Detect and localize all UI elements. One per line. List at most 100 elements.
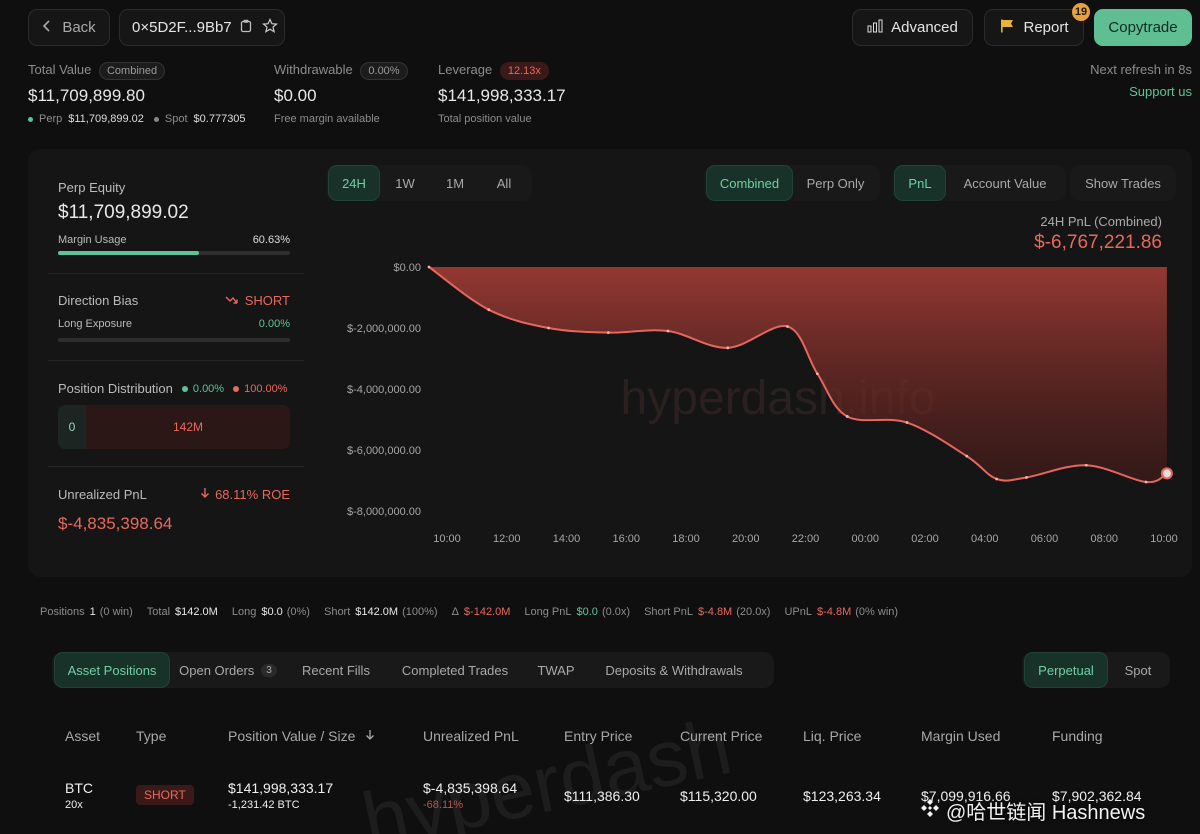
stat-long-pct: (0%) (286, 606, 310, 618)
stat-long-pnl-value: $0.0 (576, 606, 598, 618)
pnl-point (547, 326, 550, 330)
x-tick-label: 00:00 (851, 533, 879, 545)
x-tick-label: 06:00 (1031, 533, 1059, 545)
col-current-price[interactable]: Current Price (680, 728, 763, 744)
leverage-sub: Total position value (438, 113, 532, 125)
advanced-label: Advanced (891, 19, 958, 36)
y-tick-label: $-4,000,000.00 (347, 384, 421, 396)
diamond-logo-icon (920, 798, 940, 824)
tab-twap[interactable]: TWAP (537, 662, 575, 678)
col-funding[interactable]: Funding (1052, 728, 1103, 744)
total-value-label: Total Value (28, 62, 92, 77)
col-liq-price[interactable]: Liq. Price (803, 728, 862, 744)
long-dot-icon (181, 385, 188, 392)
pnl-point (786, 325, 789, 328)
open-orders-count-badge: 3 (261, 663, 277, 677)
metric-pnl[interactable]: PnL (894, 165, 946, 201)
x-tick-label: 02:00 (911, 533, 939, 545)
distribution-long-segment: 0 (58, 405, 86, 449)
col-entry-price[interactable]: Entry Price (564, 728, 633, 744)
stat-upnl-win: (0% win) (855, 606, 899, 618)
report-count-badge: 19 (1072, 3, 1090, 21)
pnl-point (1084, 463, 1088, 467)
pnl-point (427, 265, 431, 269)
row-type-badge: SHORT (136, 785, 194, 805)
x-tick-label: 16:00 (612, 533, 640, 545)
unrealized-pnl-value: $-4,835,398.64 (58, 514, 173, 533)
perp-spot-breakdown: Perp $11,709,899.02 Spot $0.777305 (28, 113, 246, 125)
report-button[interactable]: Report (984, 9, 1084, 46)
tab-recent-fills[interactable]: Recent Fills (302, 662, 370, 678)
withdrawable-pct: 0.00% (360, 62, 408, 80)
col-type[interactable]: Type (136, 728, 167, 744)
back-button[interactable]: Back (28, 9, 110, 46)
range-1w[interactable]: 1W (395, 175, 415, 191)
withdrawable-block: Withdrawable 0.00% (274, 62, 408, 80)
pnl-point (1144, 480, 1148, 484)
mode-perp-only[interactable]: Perp Only (806, 175, 865, 191)
distribution-short-segment: 142M (86, 405, 290, 449)
row-current-price: $115,320.00 (680, 788, 757, 804)
row-position-size: -1,231.42 BTC (228, 799, 300, 811)
market-perpetual[interactable]: Perpetual (1024, 652, 1108, 688)
wallet-address: 0×5D2F...9Bb7 (132, 19, 232, 36)
mode-selector: Combined Perp Only (704, 165, 880, 201)
advanced-button[interactable]: Advanced (852, 9, 973, 46)
col-position-value-label: Position Value / Size (228, 728, 356, 744)
total-value: $11,709,899.80 (28, 86, 145, 105)
stat-upnl-label: UPnL (784, 606, 813, 618)
divider (48, 360, 304, 361)
address-chip[interactable]: 0×5D2F...9Bb7 (119, 9, 285, 46)
pnl-point (487, 308, 491, 312)
star-icon[interactable] (261, 17, 278, 38)
divider (48, 466, 304, 467)
trend-down-icon (225, 293, 239, 308)
col-margin-used[interactable]: Margin Used (921, 728, 1001, 744)
stat-long-value: $0.0 (261, 606, 283, 618)
stat-short-pct: (100%) (402, 606, 438, 618)
pnl-point (606, 331, 610, 334)
stat-short-pnl-label: Short PnL (644, 606, 693, 618)
copy-icon[interactable] (240, 19, 252, 37)
x-tick-label: 04:00 (971, 533, 999, 545)
x-tick-label: 14:00 (553, 533, 581, 545)
tab-deposits-withdrawals[interactable]: Deposits & Withdrawals (605, 662, 743, 678)
range-24h[interactable]: 24H (328, 165, 380, 201)
chevron-left-icon (42, 19, 52, 37)
row-position-value: $141,998,333.17 (228, 780, 334, 796)
total-value-block: Total Value Combined (28, 62, 166, 80)
dist-long-value: 0 (68, 420, 76, 434)
y-tick-label: $-6,000,000.00 (347, 445, 421, 457)
tab-open-orders[interactable]: Open Orders 3 (170, 652, 286, 688)
margin-usage-value: 60.63% (252, 234, 290, 246)
copytrade-button[interactable]: Copytrade (1094, 9, 1192, 46)
range-all[interactable]: All (496, 175, 512, 191)
col-asset[interactable]: Asset (65, 728, 101, 744)
col-unrealized-pnl[interactable]: Unrealized PnL (423, 728, 519, 744)
tab-completed-trades[interactable]: Completed Trades (401, 662, 509, 678)
stat-delta-value: $-142.0M (463, 606, 511, 618)
margin-usage-fill (58, 251, 199, 255)
spot-label: Spot (164, 113, 188, 125)
report-label: Report (1023, 19, 1069, 36)
metric-account-value[interactable]: Account Value (963, 175, 1047, 191)
support-link[interactable]: Support us (1129, 84, 1192, 99)
stat-positions-label: Positions (40, 606, 85, 618)
x-tick-label: 10:00 (433, 533, 461, 545)
stat-long-pnl-label: Long PnL (524, 606, 572, 618)
col-position-value[interactable]: Position Value / Size (228, 728, 375, 744)
mode-combined[interactable]: Combined (706, 165, 793, 201)
pnl-current-point[interactable] (1160, 467, 1173, 480)
tab-asset-positions[interactable]: Asset Positions (54, 652, 170, 688)
dist-short-pct: 100.00% (244, 382, 288, 395)
stat-upnl-value: $-4.8M (817, 606, 852, 618)
footer-watermark-text: @哈世链闻 Hashnews (946, 802, 1146, 824)
y-tick-label: $0.00 (393, 262, 421, 274)
direction-bias-badge: SHORT (225, 293, 290, 308)
show-trades-button[interactable]: Show Trades (1070, 165, 1176, 201)
range-1m[interactable]: 1M (445, 175, 465, 191)
stat-long-pnl-x: (0.0x) (601, 606, 631, 618)
row-unrealized-pnl: $-4,835,398.64 (423, 780, 518, 796)
market-spot[interactable]: Spot (1124, 662, 1152, 678)
row-funding: $7,902,362.84 (1052, 788, 1142, 804)
